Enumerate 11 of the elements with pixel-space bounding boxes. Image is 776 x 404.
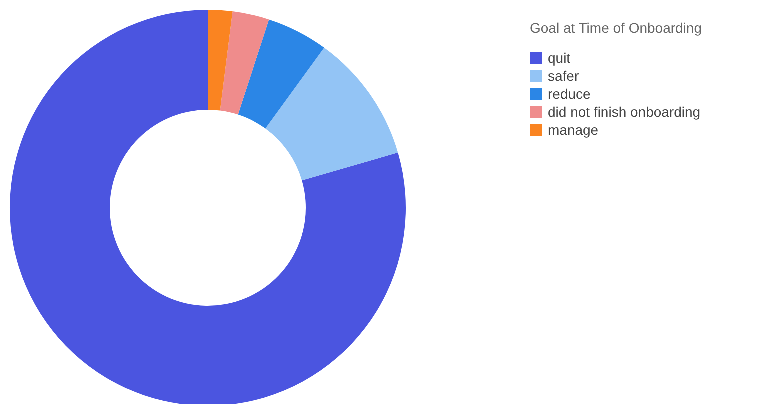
donut-slice — [266, 48, 398, 181]
donut-slice — [238, 20, 324, 129]
legend-label: manage — [548, 122, 599, 138]
legend-title: Goal at Time of Onboarding — [530, 20, 702, 36]
legend-label: safer — [548, 68, 580, 84]
donut-slice — [220, 12, 270, 115]
donut-slice — [208, 10, 233, 111]
legend-label: quit — [548, 50, 571, 66]
legend-label: reduce — [548, 86, 592, 102]
legend-label: did not finish onboarding — [548, 104, 701, 120]
donut-slice — [10, 10, 406, 404]
